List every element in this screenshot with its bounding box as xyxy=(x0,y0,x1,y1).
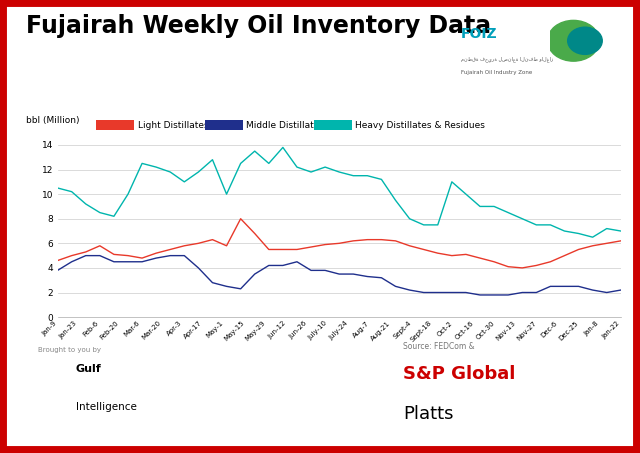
Text: S&P Global: S&P Global xyxy=(403,365,516,383)
Text: Gulf: Gulf xyxy=(76,364,101,374)
Text: Middle Distillates: Middle Distillates xyxy=(246,121,324,130)
Circle shape xyxy=(568,27,602,54)
Text: Light Distillates: Light Distillates xyxy=(138,121,208,130)
Text: Platts: Platts xyxy=(403,405,454,424)
Text: GIO: GIO xyxy=(42,392,63,403)
Text: منطقة فجيرة لصناعة النفط والغاز: منطقة فجيرة لصناعة النفط والغاز xyxy=(461,57,553,63)
Text: Brought to you by: Brought to you by xyxy=(38,347,101,353)
Text: Fujairah Oil Industry Zone: Fujairah Oil Industry Zone xyxy=(461,70,532,75)
Circle shape xyxy=(548,20,599,61)
Text: Heavy Distillates & Residues: Heavy Distillates & Residues xyxy=(355,121,485,130)
Text: Intelligence: Intelligence xyxy=(76,402,136,412)
Text: Source: FEDCom &: Source: FEDCom & xyxy=(403,342,475,351)
Text: Fujairah Weekly Oil Inventory Data: Fujairah Weekly Oil Inventory Data xyxy=(26,14,491,38)
Text: bbl (Million): bbl (Million) xyxy=(26,116,79,125)
Text: FOIZ: FOIZ xyxy=(461,27,497,41)
